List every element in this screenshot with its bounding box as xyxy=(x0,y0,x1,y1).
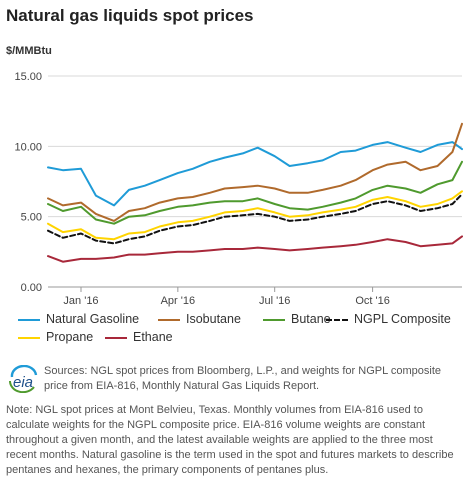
legend-item-natural-gasoline: Natural Gasoline xyxy=(18,312,139,326)
sources-text: Sources: NGL spot prices from Bloomberg,… xyxy=(44,365,441,392)
y-tick-label: 0.00 xyxy=(21,282,42,294)
eia-logo: eia xyxy=(8,364,40,398)
legend-swatch xyxy=(18,318,40,321)
series-line-isobutane xyxy=(47,122,463,222)
legend-label: Propane xyxy=(46,330,94,344)
y-tick-label: 5.00 xyxy=(21,212,42,224)
eia-logo-text: eia xyxy=(13,374,33,391)
y-tick-labels: 0.00 5.00 10.00 15.00 xyxy=(14,71,42,294)
legend-label: NGPL Composite xyxy=(354,312,451,326)
series-line-ngpl-composite xyxy=(47,193,463,245)
y-tick-label: 10.00 xyxy=(14,141,42,153)
legend-label: Butane xyxy=(291,312,331,326)
note-text: Note: NGL spot prices at Mont Belvieu, T… xyxy=(6,404,454,476)
chart-title: Natural gas liquids spot prices xyxy=(6,6,254,25)
legend-item-butane: Butane xyxy=(263,312,331,326)
x-tick-label: Oct '16 xyxy=(355,295,390,307)
series-line-natural-gasoline xyxy=(47,141,463,207)
legend-swatch xyxy=(18,336,40,339)
x-tick-label: Apr '16 xyxy=(161,295,196,307)
series-lines xyxy=(47,122,463,263)
legend-item-isobutane: Isobutane xyxy=(158,312,241,326)
legend-label: Natural Gasoline xyxy=(46,312,140,326)
line-chart: 0.00 5.00 10.00 15.00 Jan '16 Apr '16 Jul '16… xyxy=(14,71,463,307)
series-line-propane xyxy=(47,190,463,241)
x-tick-labels: Jan '16 Apr '16 Jul '16 Oct '16 xyxy=(63,287,390,307)
legend-item-ethane: Ethane xyxy=(105,330,173,344)
legend-label: Ethane xyxy=(133,330,173,344)
legend-item-propane: Propane xyxy=(18,330,93,344)
legend-item-ngpl-composite: NGPL Composite xyxy=(326,312,451,326)
legend-swatch xyxy=(263,318,285,321)
legend-label: Isobutane xyxy=(186,312,241,326)
series-line-butane xyxy=(47,160,463,225)
legend-swatch xyxy=(158,318,180,321)
y-tick-label: 15.00 xyxy=(14,71,42,83)
x-tick-label: Jan '16 xyxy=(63,295,98,307)
legend-swatch xyxy=(326,318,348,321)
y-axis-unit-label: $/MMBtu xyxy=(6,45,52,57)
series-line-ethane xyxy=(47,235,463,263)
gridlines xyxy=(48,75,462,288)
legend-swatch xyxy=(105,336,127,339)
x-tick-label: Jul '16 xyxy=(259,295,290,307)
